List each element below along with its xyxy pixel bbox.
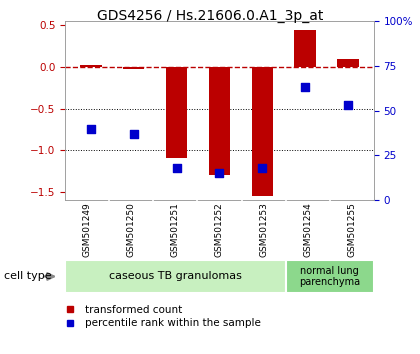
- Text: GSM501253: GSM501253: [259, 202, 268, 257]
- Text: GDS4256 / Hs.21606.0.A1_3p_at: GDS4256 / Hs.21606.0.A1_3p_at: [97, 9, 323, 23]
- Text: GSM501252: GSM501252: [215, 202, 224, 257]
- Text: GSM501254: GSM501254: [303, 202, 312, 257]
- Point: [173, 165, 180, 171]
- Bar: [80, 65, 102, 67]
- Legend: transformed count, percentile rank within the sample: transformed count, percentile rank withi…: [60, 305, 261, 328]
- Bar: [337, 59, 359, 67]
- Text: caseous TB granulomas: caseous TB granulomas: [109, 272, 242, 281]
- Bar: [65, 260, 286, 293]
- Point: [345, 102, 352, 108]
- Point: [302, 85, 309, 90]
- Bar: [166, 67, 187, 159]
- Bar: [286, 260, 374, 293]
- Text: GSM501250: GSM501250: [127, 202, 136, 257]
- Text: GSM501249: GSM501249: [83, 202, 92, 257]
- Text: GSM501251: GSM501251: [171, 202, 180, 257]
- Point: [216, 170, 223, 176]
- Bar: [294, 29, 316, 67]
- Bar: [123, 67, 144, 69]
- Text: cell type: cell type: [4, 272, 52, 281]
- Bar: [252, 67, 273, 196]
- Text: GSM501255: GSM501255: [347, 202, 356, 257]
- Point: [130, 131, 137, 137]
- Bar: [209, 67, 230, 175]
- Point: [87, 126, 94, 131]
- Point: [259, 165, 266, 171]
- Text: normal lung
parenchyma: normal lung parenchyma: [299, 266, 360, 287]
